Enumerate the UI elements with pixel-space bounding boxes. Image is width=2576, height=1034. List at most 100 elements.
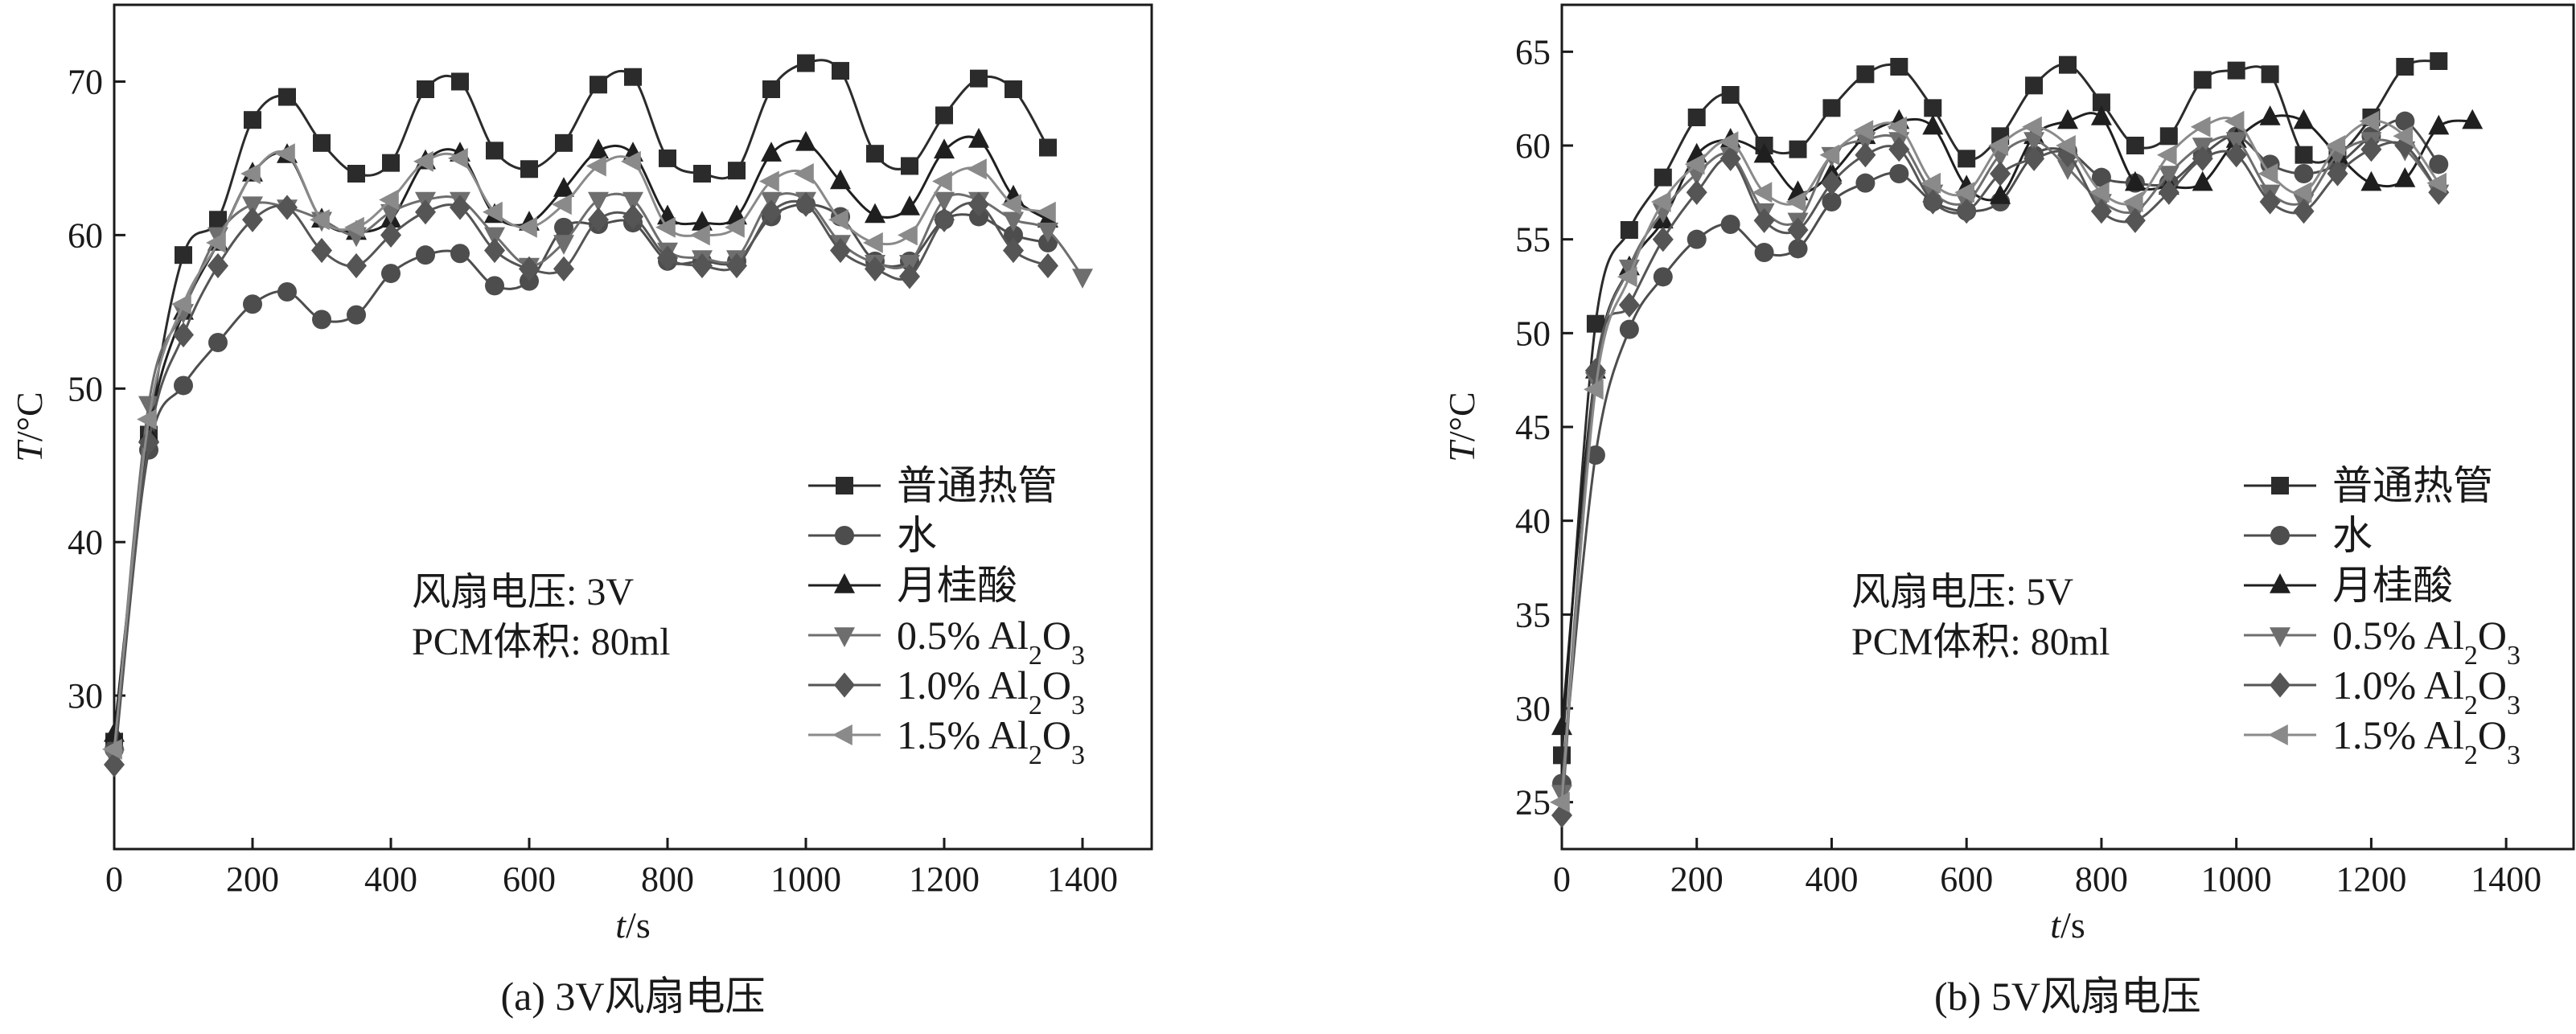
data-point xyxy=(1853,120,1874,142)
y-tick-label: 60 xyxy=(68,215,103,255)
data-point xyxy=(2293,109,2315,129)
legend-item: 0.5% Al2O3 xyxy=(808,613,1085,671)
data-point xyxy=(2158,179,2180,205)
data-point xyxy=(1855,173,1876,193)
data-point xyxy=(2430,52,2448,70)
data-point xyxy=(1586,314,1604,333)
data-point xyxy=(2327,161,2348,187)
y-tick-label: 30 xyxy=(1515,689,1551,728)
data-point xyxy=(138,396,159,416)
data-point xyxy=(1003,237,1024,264)
data-point xyxy=(517,216,537,238)
legend-item: 水 xyxy=(2244,513,2373,558)
data-point xyxy=(175,246,192,265)
data-point xyxy=(450,244,470,264)
data-point xyxy=(2190,116,2211,137)
data-point xyxy=(865,256,885,281)
data-point xyxy=(690,224,710,246)
data-point xyxy=(553,235,574,255)
data-point xyxy=(1036,201,1056,223)
data-point xyxy=(1619,319,1639,339)
data-point xyxy=(347,165,365,183)
legend-marker xyxy=(2271,477,2289,494)
x-axis-title: t/s xyxy=(615,905,650,946)
data-point xyxy=(520,160,538,178)
legend-marker xyxy=(835,526,854,545)
legend-item: 月桂酸 xyxy=(2244,563,2453,608)
data-point xyxy=(413,150,433,172)
data-point xyxy=(552,194,572,215)
data-point xyxy=(2091,167,2111,187)
x-axis-title: t/s xyxy=(2050,905,2085,946)
data-point xyxy=(2259,105,2281,125)
x-tick-label: 1200 xyxy=(2336,860,2406,899)
data-point xyxy=(2261,65,2279,84)
data-point xyxy=(381,264,401,284)
data-point xyxy=(1003,211,1024,232)
data-point xyxy=(899,264,920,289)
data-point xyxy=(2224,110,2245,132)
data-point xyxy=(1001,194,1021,215)
data-point xyxy=(2259,189,2281,215)
data-point xyxy=(1956,199,1978,224)
data-point xyxy=(622,203,643,230)
data-point xyxy=(1990,184,2011,204)
data-point xyxy=(1924,99,1942,117)
y-tick-label: 55 xyxy=(1515,220,1551,260)
legend-marker xyxy=(834,627,855,647)
data-point xyxy=(2294,164,2314,183)
data-point xyxy=(1752,182,1773,203)
y-axis-title: T/°C xyxy=(9,392,50,462)
data-point xyxy=(242,207,263,232)
data-point xyxy=(346,252,367,279)
data-point xyxy=(2293,199,2315,224)
x-tick-label: 400 xyxy=(364,860,417,899)
data-point xyxy=(970,69,988,88)
y-tick-label: 50 xyxy=(68,369,103,408)
data-point xyxy=(2090,105,2112,125)
legend-label: 0.5% Al2O3 xyxy=(2332,613,2521,671)
data-point xyxy=(2090,199,2112,224)
data-point xyxy=(2225,132,2247,152)
data-point xyxy=(2057,160,2078,180)
legend-label: 水 xyxy=(2332,513,2373,558)
series-5 xyxy=(1550,110,2447,813)
x-tick-label: 1000 xyxy=(2201,860,2272,899)
data-point xyxy=(243,294,262,314)
data-point xyxy=(795,191,816,217)
data-point xyxy=(2025,76,2044,95)
data-point xyxy=(1687,109,1706,126)
data-point xyxy=(1822,99,1841,117)
data-point xyxy=(2193,71,2212,89)
data-point xyxy=(2059,55,2077,74)
x-tick-label: 600 xyxy=(503,860,556,899)
data-point xyxy=(1754,243,1774,262)
data-point xyxy=(450,195,470,220)
data-point xyxy=(1004,225,1023,245)
data-point xyxy=(2360,170,2382,191)
annotation-text: 风扇电压: 3V xyxy=(412,571,634,613)
annotation-text: PCM体积: 80ml xyxy=(1851,621,2110,663)
data-point xyxy=(2122,191,2143,212)
y-tick-label: 65 xyxy=(1515,32,1551,72)
data-point xyxy=(2258,163,2278,184)
data-point xyxy=(1921,172,1941,194)
data-point xyxy=(657,245,678,271)
y-tick-label: 50 xyxy=(1515,314,1551,353)
legend-marker xyxy=(832,724,853,745)
data-point xyxy=(484,227,505,248)
x-tick-label: 400 xyxy=(1805,860,1858,899)
data-point xyxy=(1553,746,1571,765)
data-point xyxy=(240,163,261,184)
legend-marker xyxy=(2268,724,2288,745)
data-point xyxy=(1686,179,1707,205)
data-point xyxy=(171,293,191,315)
data-point xyxy=(1819,144,1840,166)
data-point xyxy=(967,158,987,180)
data-point xyxy=(1653,267,1673,287)
legend-label: 1.0% Al2O3 xyxy=(897,663,1085,720)
data-point xyxy=(932,170,952,192)
data-point xyxy=(485,276,504,296)
data-point xyxy=(448,147,468,169)
